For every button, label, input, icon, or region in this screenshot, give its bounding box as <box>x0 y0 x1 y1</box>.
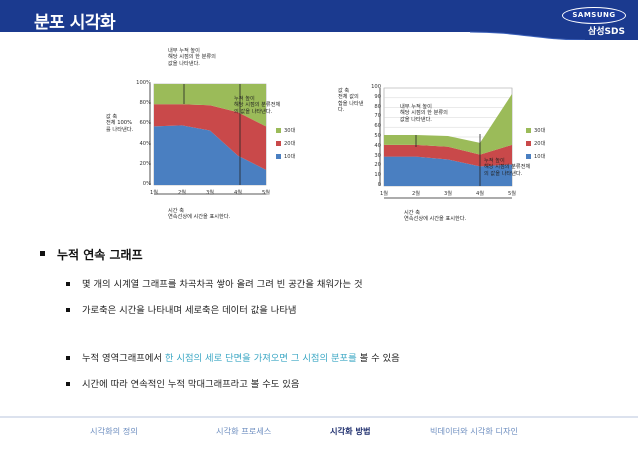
chart2-svg <box>379 87 531 199</box>
bullet-item: 가로축은 시간을 나타내며 세로축은 데이터 값을 나타냄 <box>66 302 296 316</box>
y-tick-label: 20 <box>374 162 381 169</box>
bullet-item-text: 볼 수 있음 <box>356 353 400 364</box>
y-tick-label: 40% <box>139 140 151 147</box>
y-tick-label: 40 <box>374 142 381 149</box>
header-background <box>0 0 638 40</box>
area-series-10대 <box>154 125 266 185</box>
legend-label: 30대 <box>284 128 296 134</box>
bullet-square-icon <box>66 307 70 312</box>
area-series-20대 <box>154 104 266 170</box>
bullet-square-icon <box>66 381 70 386</box>
x-tick-label: 3월 <box>443 191 453 197</box>
bullet-item-text: 몇 개의 시계열 그래프를 차곡차곡 쌓아 올려 그려 빈 공간을 채워가는 것 <box>82 279 363 290</box>
chart1-svg <box>149 83 281 195</box>
samsung-sds-label: 삼성SDS <box>588 27 625 37</box>
nav-tab-process[interactable]: 시각화 프로세스 <box>216 426 272 436</box>
bullet-square-icon <box>66 355 70 360</box>
bullet-square-icon <box>66 281 70 286</box>
page-title: 분포 시각화 <box>34 13 116 33</box>
x-tick-label: 3월 <box>205 190 215 196</box>
x-tick-label: 1월 <box>379 191 389 197</box>
section-heading-text: 누적 연속 그래프 <box>57 248 143 262</box>
chart1-annotation-left: 값 축 전체 100% 를 나타낸다. <box>106 114 134 133</box>
nav-tab-methods[interactable]: 시각화 방법 <box>330 426 371 436</box>
legend-swatch <box>276 154 281 159</box>
x-tick-label: 5월 <box>261 190 271 196</box>
y-tick-label: 80% <box>139 100 151 107</box>
y-tick-label: 0% <box>142 181 151 187</box>
nav-tab-bigdata-design[interactable]: 빅데이터와 시각화 디자인 <box>430 426 519 436</box>
bullet-item: 누적 영역그래프에서 한 시점의 세로 단면을 가져오면 그 시점의 분포를 볼… <box>66 350 400 364</box>
nav-tab-definition[interactable]: 시각화의 정의 <box>90 426 138 436</box>
bullet-item-text: 가로축은 시간을 나타내며 세로축은 데이터 값을 나타냄 <box>82 305 297 316</box>
legend-label: 20대 <box>534 141 546 147</box>
y-tick-label: 60 <box>374 123 381 130</box>
legend-swatch <box>526 141 531 146</box>
y-tick-label: 0 <box>377 182 381 188</box>
x-tick-label: 4월 <box>475 191 485 197</box>
footer-bar <box>0 416 638 452</box>
chart1-annotation-top: 내부 누적 높이 해당 시점의 한 분류의 값을 나타낸다. <box>168 48 216 67</box>
legend-label: 10대 <box>284 154 296 160</box>
bullet-item: 시간에 따라 연속적인 누적 막대그래프라고 볼 수도 있음 <box>66 376 299 390</box>
bullet-item: 몇 개의 시계열 그래프를 차곡차곡 쌓아 올려 그려 빈 공간을 채워가는 것 <box>66 276 363 290</box>
legend-label: 30대 <box>534 128 546 134</box>
y-tick-label: 70 <box>374 113 381 120</box>
bullet-item-text: 시간에 따라 연속적인 누적 막대그래프라고 볼 수도 있음 <box>82 379 300 390</box>
y-tick-label: 30 <box>374 152 381 159</box>
x-tick-label: 1월 <box>149 190 159 196</box>
header-bar: 분포 시각화 SAMSUNG 삼성SDS <box>0 0 638 40</box>
stacked-area-chart-percent: 내부 누적 높이 해당 시점의 한 분류의 값을 나타낸다. 값 축 전체 100% 를… <box>106 48 296 228</box>
highlighted-text: 한 시점의 세로 단면을 가져오면 그 시점의 분포를 <box>164 353 357 364</box>
legend-swatch <box>526 154 531 159</box>
legend-label: 20대 <box>284 141 296 147</box>
legend-swatch <box>276 141 281 146</box>
y-tick-label: 50 <box>374 133 381 139</box>
legend-label: 10대 <box>534 154 546 160</box>
samsung-logo: SAMSUNG <box>562 7 626 24</box>
stacked-area-chart-values: 내부 누적 높이 해당 시점의 한 분류의 값을 나타낸다. 값 축 전체 값의 합을 … <box>338 80 545 230</box>
y-tick-label: 100% <box>136 80 151 86</box>
chart2-annotation-top: 내부 누적 높이 해당 시점의 한 분류의 값을 나타낸다. <box>400 104 448 123</box>
y-tick-label: 80 <box>374 103 381 110</box>
y-tick-label: 60% <box>139 120 151 127</box>
x-tick-label: 5월 <box>507 191 517 197</box>
chart2-annotation-right: 누적 높이 해당 시점의 분류전체 의 값을 나타낸다. <box>484 158 531 177</box>
chart2-annotation-bottom: 시간 축 연속선상에 시간을 표시한다. <box>404 210 467 223</box>
x-tick-label: 2월 <box>411 191 421 197</box>
y-tick-label: 90 <box>374 93 381 100</box>
x-tick-label: 4월 <box>233 190 243 196</box>
y-tick-label: 100 <box>371 84 381 90</box>
chart2-annotation-left: 값 축 전체 값의 합을 나타낸 다. <box>338 88 364 114</box>
legend-swatch <box>526 128 531 133</box>
bullet-square-icon <box>40 251 45 256</box>
x-tick-label: 2월 <box>177 190 187 196</box>
area-series-30대 <box>154 84 266 127</box>
chart1-annotation-bottom: 시간 축 연속선상에 시간을 표시한다. <box>168 208 231 221</box>
footer-background <box>0 416 638 452</box>
y-tick-label: 20% <box>139 160 151 167</box>
chart1-annotation-right: 누적 높이 해당 시점의 분류전체 의 값을 나타낸다. <box>234 96 281 115</box>
y-tick-label: 10 <box>374 172 381 179</box>
legend-swatch <box>276 128 281 133</box>
section-heading: 누적 연속 그래프 <box>40 246 143 263</box>
bullet-item-text: 누적 영역그래프에서 <box>82 353 165 364</box>
